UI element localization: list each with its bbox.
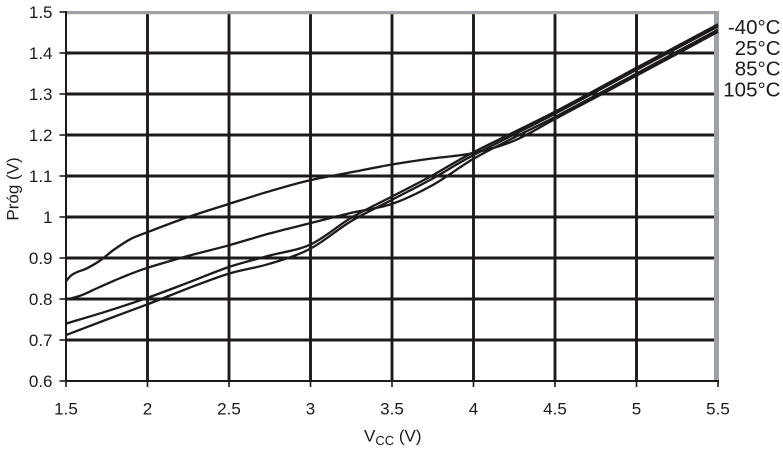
svg-text:1: 1 xyxy=(43,208,52,227)
svg-text:1.1: 1.1 xyxy=(29,167,53,186)
svg-text:2: 2 xyxy=(143,400,152,419)
svg-text:0.8: 0.8 xyxy=(29,290,53,309)
svg-text:85°C: 85°C xyxy=(735,58,781,81)
svg-text:4.5: 4.5 xyxy=(543,400,567,419)
svg-text:2.5: 2.5 xyxy=(217,400,241,419)
svg-text:VCC (V): VCC (V) xyxy=(364,427,422,449)
svg-text:0.9: 0.9 xyxy=(29,249,53,268)
svg-text:1.4: 1.4 xyxy=(29,44,53,63)
svg-text:Próg (V): Próg (V) xyxy=(4,157,23,220)
svg-text:105°C: 105°C xyxy=(723,78,780,101)
svg-text:0.7: 0.7 xyxy=(29,331,53,350)
svg-text:5.5: 5.5 xyxy=(706,400,730,419)
svg-text:-40°C: -40°C xyxy=(728,16,781,39)
svg-text:5: 5 xyxy=(632,400,641,419)
svg-text:25°C: 25°C xyxy=(735,37,781,60)
svg-text:1.5: 1.5 xyxy=(54,400,78,419)
svg-text:0.6: 0.6 xyxy=(29,372,53,391)
svg-text:4: 4 xyxy=(469,400,478,419)
svg-text:3: 3 xyxy=(306,400,315,419)
svg-text:1.3: 1.3 xyxy=(29,85,53,104)
svg-text:1.2: 1.2 xyxy=(29,126,53,145)
svg-text:3.5: 3.5 xyxy=(380,400,404,419)
svg-text:1.5: 1.5 xyxy=(29,3,53,22)
